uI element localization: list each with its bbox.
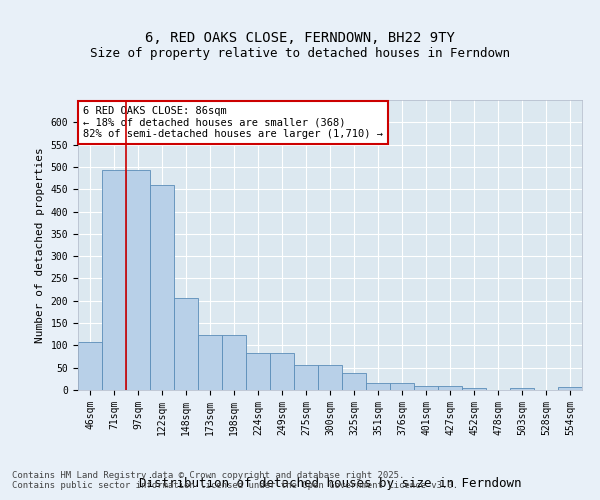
Bar xyxy=(462,388,486,390)
Text: Size of property relative to detached houses in Ferndown: Size of property relative to detached ho… xyxy=(90,47,510,60)
Bar xyxy=(222,334,246,390)
Bar xyxy=(246,354,270,390)
Bar xyxy=(414,386,438,390)
Text: 6 RED OAKS CLOSE: 86sqm
← 18% of detached houses are smaller (368)
82% of semi-d: 6 RED OAKS CLOSE: 86sqm ← 18% of detache… xyxy=(83,106,383,139)
Bar xyxy=(558,387,582,390)
Bar xyxy=(126,170,150,390)
Text: Contains HM Land Registry data © Crown copyright and database right 2025.
Contai: Contains HM Land Registry data © Crown c… xyxy=(12,470,458,490)
Bar xyxy=(294,364,318,390)
Bar xyxy=(102,170,126,390)
Bar xyxy=(270,354,294,390)
Text: 6, RED OAKS CLOSE, FERNDOWN, BH22 9TY: 6, RED OAKS CLOSE, FERNDOWN, BH22 9TY xyxy=(145,30,455,44)
Bar xyxy=(78,342,102,390)
Bar xyxy=(510,388,534,390)
Bar xyxy=(342,373,366,390)
Bar xyxy=(174,298,198,390)
Bar xyxy=(198,334,222,390)
Y-axis label: Number of detached properties: Number of detached properties xyxy=(35,147,45,343)
Bar xyxy=(366,384,390,390)
X-axis label: Distribution of detached houses by size in Ferndown: Distribution of detached houses by size … xyxy=(139,476,521,490)
Bar xyxy=(390,384,414,390)
Bar xyxy=(438,386,462,390)
Bar xyxy=(150,185,174,390)
Bar xyxy=(318,364,342,390)
